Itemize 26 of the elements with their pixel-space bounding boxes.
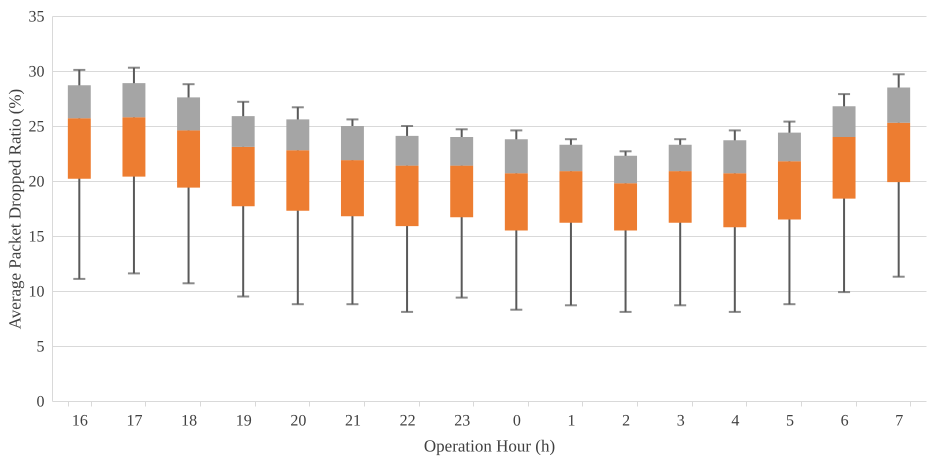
x-tick-label: 20 bbox=[290, 412, 306, 430]
x-tick-label: 19 bbox=[236, 412, 252, 430]
x-tick-label: 4 bbox=[731, 412, 740, 430]
y-axis-title: Average Packet Dropped Ratio (%) bbox=[6, 88, 24, 330]
y-tick-label: 15 bbox=[28, 228, 44, 246]
x-tick-label: 6 bbox=[840, 412, 849, 430]
y-tick-label: 0 bbox=[36, 394, 44, 410]
x-tick-label: 3 bbox=[676, 412, 685, 430]
y-tick-label: 25 bbox=[28, 118, 44, 136]
x-tick-label: 2 bbox=[622, 412, 630, 430]
y-tick-label: 20 bbox=[28, 174, 44, 190]
x-tick-label: 0 bbox=[512, 412, 521, 430]
y-tick-label: 5 bbox=[36, 338, 44, 356]
x-tick-label: 22 bbox=[400, 412, 416, 430]
y-tick-label: 10 bbox=[28, 284, 44, 300]
x-tick-label: 23 bbox=[454, 412, 470, 430]
x-tick-label: 21 bbox=[344, 412, 361, 430]
x-axis-title: Operation Hour (h) bbox=[424, 436, 556, 456]
x-tick-label: 5 bbox=[786, 412, 794, 430]
x-tick-label: 18 bbox=[181, 412, 198, 430]
x-tick-label: 16 bbox=[72, 412, 88, 430]
x-tick-label: 1 bbox=[567, 412, 576, 430]
y-tick-label: 30 bbox=[28, 64, 44, 80]
x-tick-label: 17 bbox=[126, 412, 142, 430]
y-tick-label: 35 bbox=[28, 8, 44, 26]
x-tick-label: 7 bbox=[895, 412, 904, 430]
